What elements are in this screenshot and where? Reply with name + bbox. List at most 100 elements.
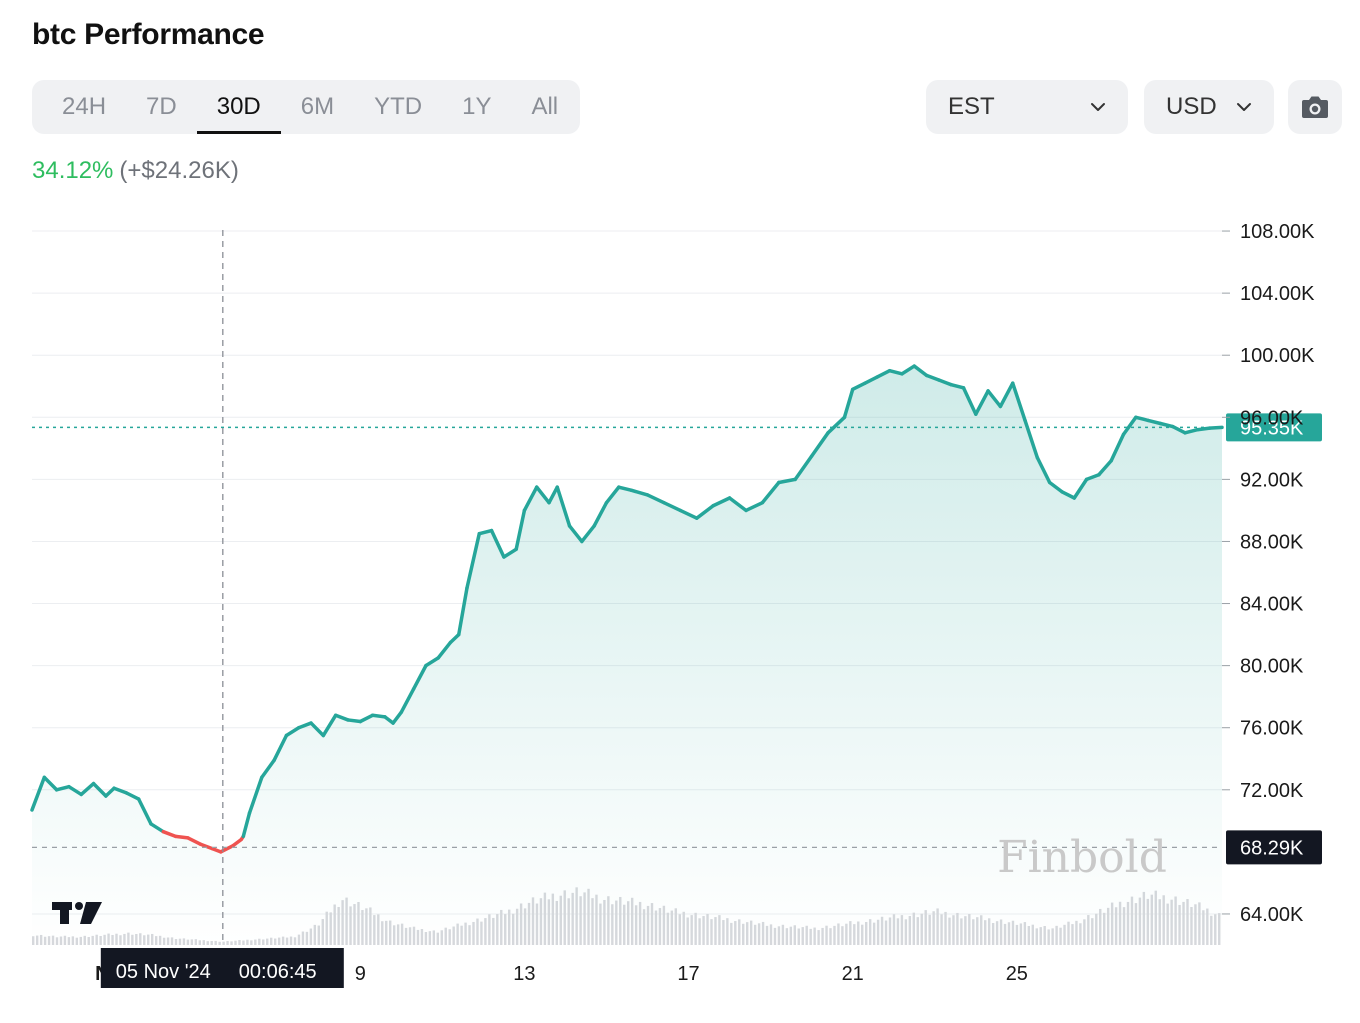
price-segment — [592, 500, 609, 528]
price-segment — [986, 389, 1003, 409]
price-segment — [1060, 490, 1077, 500]
y-tick-label: 100.00K — [1240, 345, 1315, 367]
price-segment — [296, 721, 313, 730]
price-segment — [272, 733, 289, 763]
crosshair-date-tag — [100, 948, 344, 988]
y-tick-label: 84.00K — [1240, 594, 1304, 616]
price-segment — [358, 713, 375, 724]
price-segment — [30, 775, 47, 812]
price-segment — [760, 480, 781, 505]
price-segment — [604, 485, 621, 505]
snapshot-button[interactable] — [1288, 80, 1342, 134]
price-segment — [161, 829, 178, 839]
chevron-down-icon — [1091, 103, 1105, 111]
price-segment — [695, 504, 715, 520]
y-tick-label: 80.00K — [1240, 656, 1304, 678]
price-segment — [863, 375, 880, 385]
price-segment — [399, 687, 416, 714]
price-segment — [1023, 418, 1040, 460]
x-tick-label: 17 — [677, 963, 699, 985]
price-segment — [912, 364, 929, 378]
price-segment — [309, 721, 326, 738]
price-area-fill — [32, 366, 1222, 946]
camera-icon — [1302, 96, 1328, 118]
tab-30d[interactable]: 30D — [196, 80, 281, 134]
price-segment — [1010, 381, 1027, 423]
price-segment — [321, 713, 338, 738]
y-tick-label: 104.00K — [1240, 283, 1315, 305]
price-segment — [79, 781, 96, 797]
price-segment — [727, 496, 748, 513]
price-segment — [617, 485, 633, 492]
performance-summary: 34.12% (+$24.26K) — [32, 157, 239, 185]
price-segment — [136, 797, 153, 826]
price-segment — [547, 485, 559, 505]
currency-select[interactable]: USD — [1144, 80, 1274, 134]
tab-1y[interactable]: 1Y — [462, 93, 492, 120]
price-segment — [842, 387, 855, 420]
price-segment — [534, 485, 551, 505]
price-segment — [1146, 418, 1163, 426]
finbold-watermark: Finbold — [997, 832, 1167, 883]
price-segment — [744, 500, 765, 513]
price-area — [32, 366, 1222, 946]
price-segment — [514, 508, 527, 551]
y-axis: 108.00K 104.00K 100.00K 96.00K 92.00K 88.00K 8… — [1222, 221, 1315, 926]
price-segment — [284, 725, 301, 738]
price-segment — [1097, 459, 1113, 477]
price-segment — [1183, 427, 1200, 435]
price-segment — [1158, 421, 1175, 429]
price-segment — [124, 791, 141, 801]
price-segment — [1109, 432, 1126, 463]
price-segment — [333, 713, 350, 722]
price-segment — [1121, 415, 1138, 437]
last-price-label: 95.35K — [1240, 417, 1304, 439]
price-segment — [522, 485, 539, 513]
price-segment — [1047, 480, 1064, 494]
price-segment — [346, 718, 363, 724]
price-segment — [974, 389, 990, 416]
x-tick-label: 9 — [355, 963, 366, 985]
price-segment — [887, 368, 904, 376]
x-tick-label: 21 — [842, 963, 864, 985]
price-segment — [961, 386, 978, 416]
baseline-label: 68.29K — [1240, 837, 1304, 859]
last-price-tag — [1226, 413, 1322, 442]
price-segment — [809, 431, 830, 458]
price-segment — [678, 508, 699, 520]
price-segment — [826, 415, 847, 435]
price-segment — [186, 836, 202, 846]
tab-24h[interactable]: 24H — [62, 93, 107, 120]
x-tick-label: 13 — [513, 963, 535, 985]
price-segment — [949, 382, 966, 390]
price-segment — [850, 381, 867, 392]
y-tick-label: 108.00K — [1240, 221, 1315, 243]
timezone-select[interactable]: EST — [926, 80, 1128, 134]
price-segment — [937, 378, 953, 387]
price-segment — [1072, 477, 1089, 500]
y-tick-label: 72.00K — [1240, 780, 1304, 802]
price-segment — [875, 368, 892, 379]
price-segment — [91, 781, 108, 798]
y-tick-label: 92.00K — [1240, 469, 1304, 491]
price-segment — [436, 640, 453, 660]
price-segment — [645, 493, 666, 505]
price-segment — [198, 842, 215, 851]
timezone-value: EST — [948, 93, 995, 120]
price-segment — [477, 528, 494, 536]
price-segment — [489, 528, 506, 559]
y-tick-label: 64.00K — [1240, 904, 1304, 926]
tab-7d[interactable]: 7D — [146, 93, 177, 120]
price-segment — [54, 784, 71, 792]
price-segment — [247, 775, 264, 815]
tab-6m[interactable]: 6M — [300, 93, 335, 120]
tab-all[interactable]: All — [531, 93, 559, 120]
price-segment — [777, 477, 797, 485]
chevron-down-icon — [1237, 103, 1251, 111]
price-segment — [149, 822, 166, 834]
price-segment — [629, 488, 650, 497]
x-tick-label: 25 — [1006, 963, 1028, 985]
tab-ytd[interactable]: YTD — [374, 93, 423, 120]
